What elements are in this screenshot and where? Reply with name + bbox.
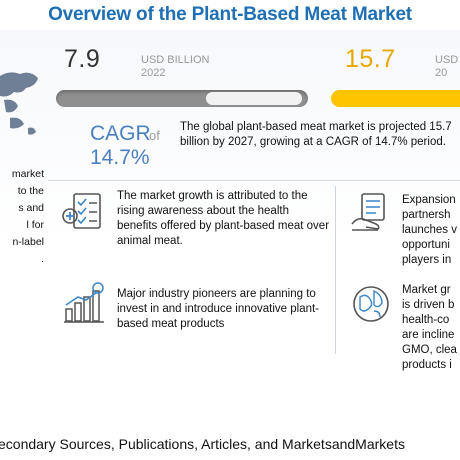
column-divider (335, 186, 336, 354)
start-value-bar (56, 90, 308, 107)
globe-network-icon (353, 286, 389, 322)
source-note: econdary Sources, Publications, Articles… (0, 436, 405, 452)
page-title: Overview of the Plant-Based Meat Market (48, 4, 412, 25)
product-launch-icon (351, 193, 385, 231)
start-value: 7.9 (64, 45, 101, 73)
end-value: 15.7 (345, 45, 396, 73)
cagr-of: of (149, 128, 160, 143)
end-value-bar (331, 90, 460, 107)
end-unit: USD (435, 54, 459, 66)
world-map-icon (0, 72, 38, 135)
start-unit: USD BILLION (141, 54, 210, 66)
section-divider (48, 180, 460, 181)
investment-growth-icon (64, 282, 104, 323)
point-expansions: Expansion partnersh launches v opportuni… (402, 194, 457, 266)
market-summary: The global plant-based meat market is pr… (180, 121, 452, 148)
health-checklist-icon (62, 193, 101, 229)
start-year: 2022 (141, 67, 166, 79)
cagr-label: CAGR (90, 122, 151, 145)
point-market-drivers: Market gr is driven b health-co are incl… (402, 284, 457, 371)
point-industry-pioneers: Major industry pioneers are planning to … (117, 288, 320, 330)
end-year: 20 (435, 67, 448, 79)
cagr-value: 14.7% (90, 146, 150, 169)
point-awareness: The market growth is attributed to the r… (117, 190, 330, 247)
left-text-snippet: market to the s and l for n-label . (11, 168, 44, 265)
